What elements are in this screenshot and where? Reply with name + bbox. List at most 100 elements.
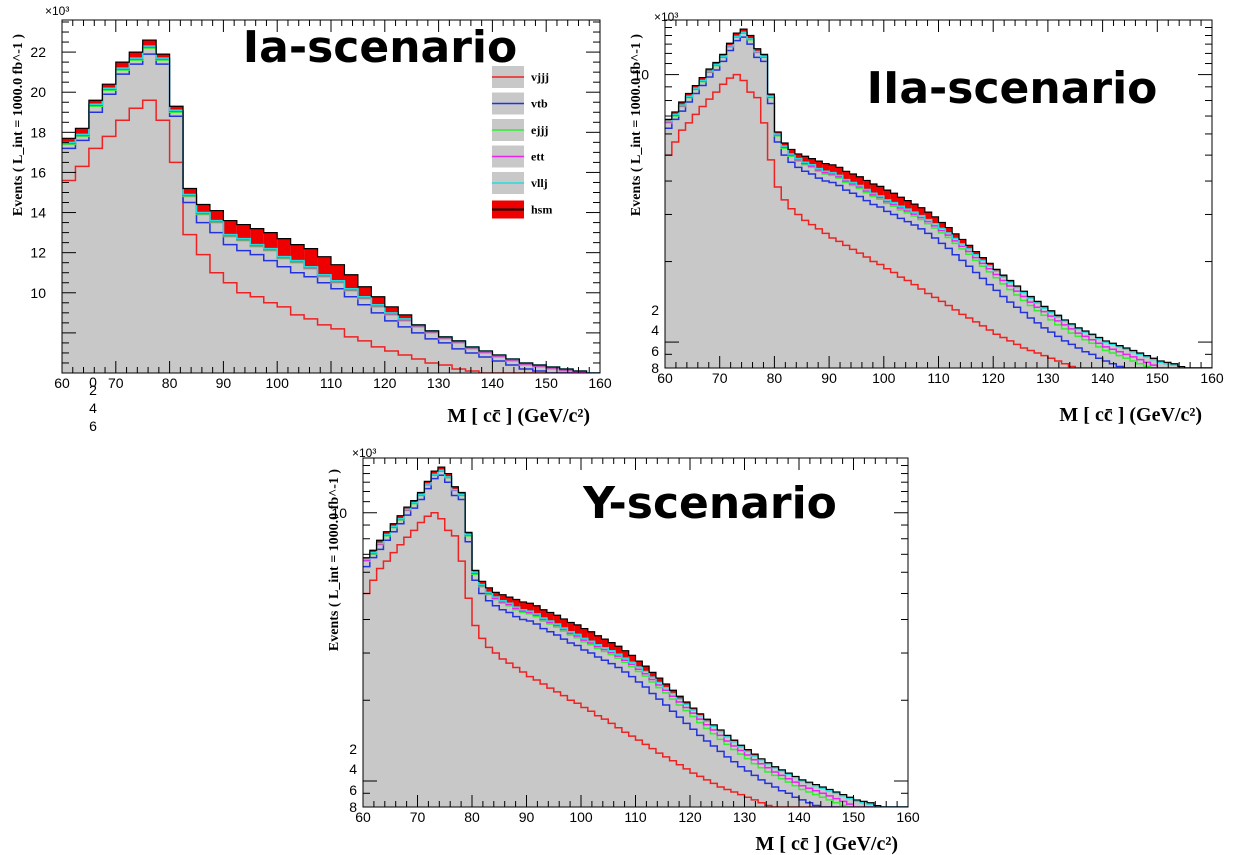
series-vjjj <box>665 73 1212 368</box>
hsm-bin <box>410 500 418 503</box>
hsm-bin <box>183 188 197 195</box>
x-tick-label: 60 <box>657 370 673 386</box>
hsm-bin <box>788 149 795 154</box>
hsm-bin <box>304 248 318 267</box>
hsm-bin <box>945 227 953 233</box>
hsm-bin <box>403 507 411 510</box>
hsm-bin <box>726 43 734 46</box>
hsm-bin <box>142 40 157 47</box>
hsm-bin <box>690 708 697 710</box>
hsm-bin <box>512 599 520 608</box>
hsm-bin <box>699 77 707 81</box>
y-tick-label-extra: 4 <box>89 400 97 416</box>
x-tick-label: 80 <box>767 370 783 386</box>
hsm-bin <box>829 164 836 173</box>
y-tick-label: 22 <box>30 44 46 60</box>
hsm-bin <box>587 631 595 642</box>
y-tick-label: 2 <box>651 302 659 318</box>
hsm-bin <box>1027 296 1035 299</box>
hsm-bin <box>685 93 693 97</box>
hsm-bin <box>369 550 377 553</box>
plot-area <box>363 466 908 807</box>
hsm-bin <box>371 296 385 305</box>
y-multiplier: ×10³ <box>352 446 376 460</box>
x-tick-label: 70 <box>712 370 728 386</box>
hsm-bin <box>594 635 602 645</box>
hsm-bin <box>781 142 789 147</box>
hsm-bin <box>883 190 891 200</box>
x-tick-label: 80 <box>464 809 480 825</box>
series-vtb <box>62 53 600 373</box>
hsm-bin <box>506 597 513 604</box>
hsm-bin <box>760 54 768 57</box>
hsm-bin <box>649 672 656 678</box>
series-vtb <box>665 36 1212 368</box>
x-tick-label: 110 <box>927 370 950 386</box>
hsm-bin <box>560 618 568 628</box>
x-axis: 60 70 80 90 100 110 120 130 140 150 160 <box>355 458 920 825</box>
hsm-bin <box>601 639 609 648</box>
hsm-bin <box>635 661 643 668</box>
hsm-bin <box>938 222 946 229</box>
x-tick-label: 140 <box>787 809 811 825</box>
y-tick-label: 2 <box>349 741 357 757</box>
hsm-bin <box>856 176 864 186</box>
scenario-title: IIa-scenario <box>867 63 1158 114</box>
x-tick-label: 80 <box>162 375 178 391</box>
hsm-bin <box>376 540 384 544</box>
hsm-bin <box>615 646 622 655</box>
x-axis: 60 70 80 90 100 110 120 130 140 150 160 <box>54 20 612 391</box>
x-tick-label: 150 <box>1146 370 1170 386</box>
x-tick-label: 70 <box>108 375 124 391</box>
x-tick-label: 60 <box>54 375 70 391</box>
stack-fill <box>62 40 600 373</box>
x-tick-label: 130 <box>733 809 757 825</box>
hsm-bin <box>437 467 445 471</box>
x-axis: 60 70 80 90 100 110 120 130 140 150 160 <box>657 20 1224 386</box>
hsm-bin <box>965 245 973 249</box>
x-axis-title: M [ cc̄ ] (GeV/c²) <box>755 833 898 855</box>
hsm-bin <box>444 473 452 477</box>
hsm-bin <box>277 238 291 257</box>
x-tick-label: 90 <box>216 375 232 391</box>
legend-label-hsm: hsm <box>531 203 552 217</box>
hsm-bin <box>472 570 479 573</box>
y-tick-label: 12 <box>30 245 46 261</box>
y-tick-label: 4 <box>651 322 659 338</box>
hsm-bin <box>822 163 830 172</box>
hsm-bin <box>485 587 493 593</box>
hsm-bin <box>492 592 500 598</box>
y-tick-label: 10 <box>331 505 347 521</box>
hsm-bin <box>223 220 237 235</box>
hsm-bin <box>129 52 143 59</box>
hsm-bin <box>608 642 616 651</box>
hsm-bin <box>737 745 745 747</box>
hsm-bin <box>744 749 752 752</box>
y-tick-label: 18 <box>30 124 46 140</box>
hsm-bin <box>842 171 850 180</box>
hsm-bin <box>397 515 404 519</box>
x-tick-label: 110 <box>320 375 343 391</box>
x-tick-label: 90 <box>519 809 535 825</box>
hsm-bin <box>801 156 809 163</box>
x-tick-label: 90 <box>821 370 837 386</box>
y-tick-label-extra: 2 <box>89 382 97 398</box>
hsm-bin <box>621 650 629 659</box>
hsm-bin <box>533 605 541 614</box>
hsm-bin <box>363 557 370 560</box>
x-tick-label: 110 <box>624 809 647 825</box>
hsm-bin <box>835 167 843 176</box>
hsm-bin <box>665 119 672 122</box>
y-tick-label: 14 <box>30 205 46 221</box>
x-tick-label: 140 <box>1091 370 1115 386</box>
hsm-bin <box>553 615 561 624</box>
legend-label-vllj: vllj <box>531 176 548 190</box>
plot-area <box>665 28 1212 368</box>
hsm-bin <box>628 655 636 663</box>
hsm-bin <box>115 62 130 69</box>
hsm-bin <box>499 594 507 601</box>
legend: vjjj vtb ejjj ett vllj hsm <box>492 66 552 219</box>
hsm-bin <box>849 173 857 183</box>
hsm-bin <box>740 29 748 33</box>
